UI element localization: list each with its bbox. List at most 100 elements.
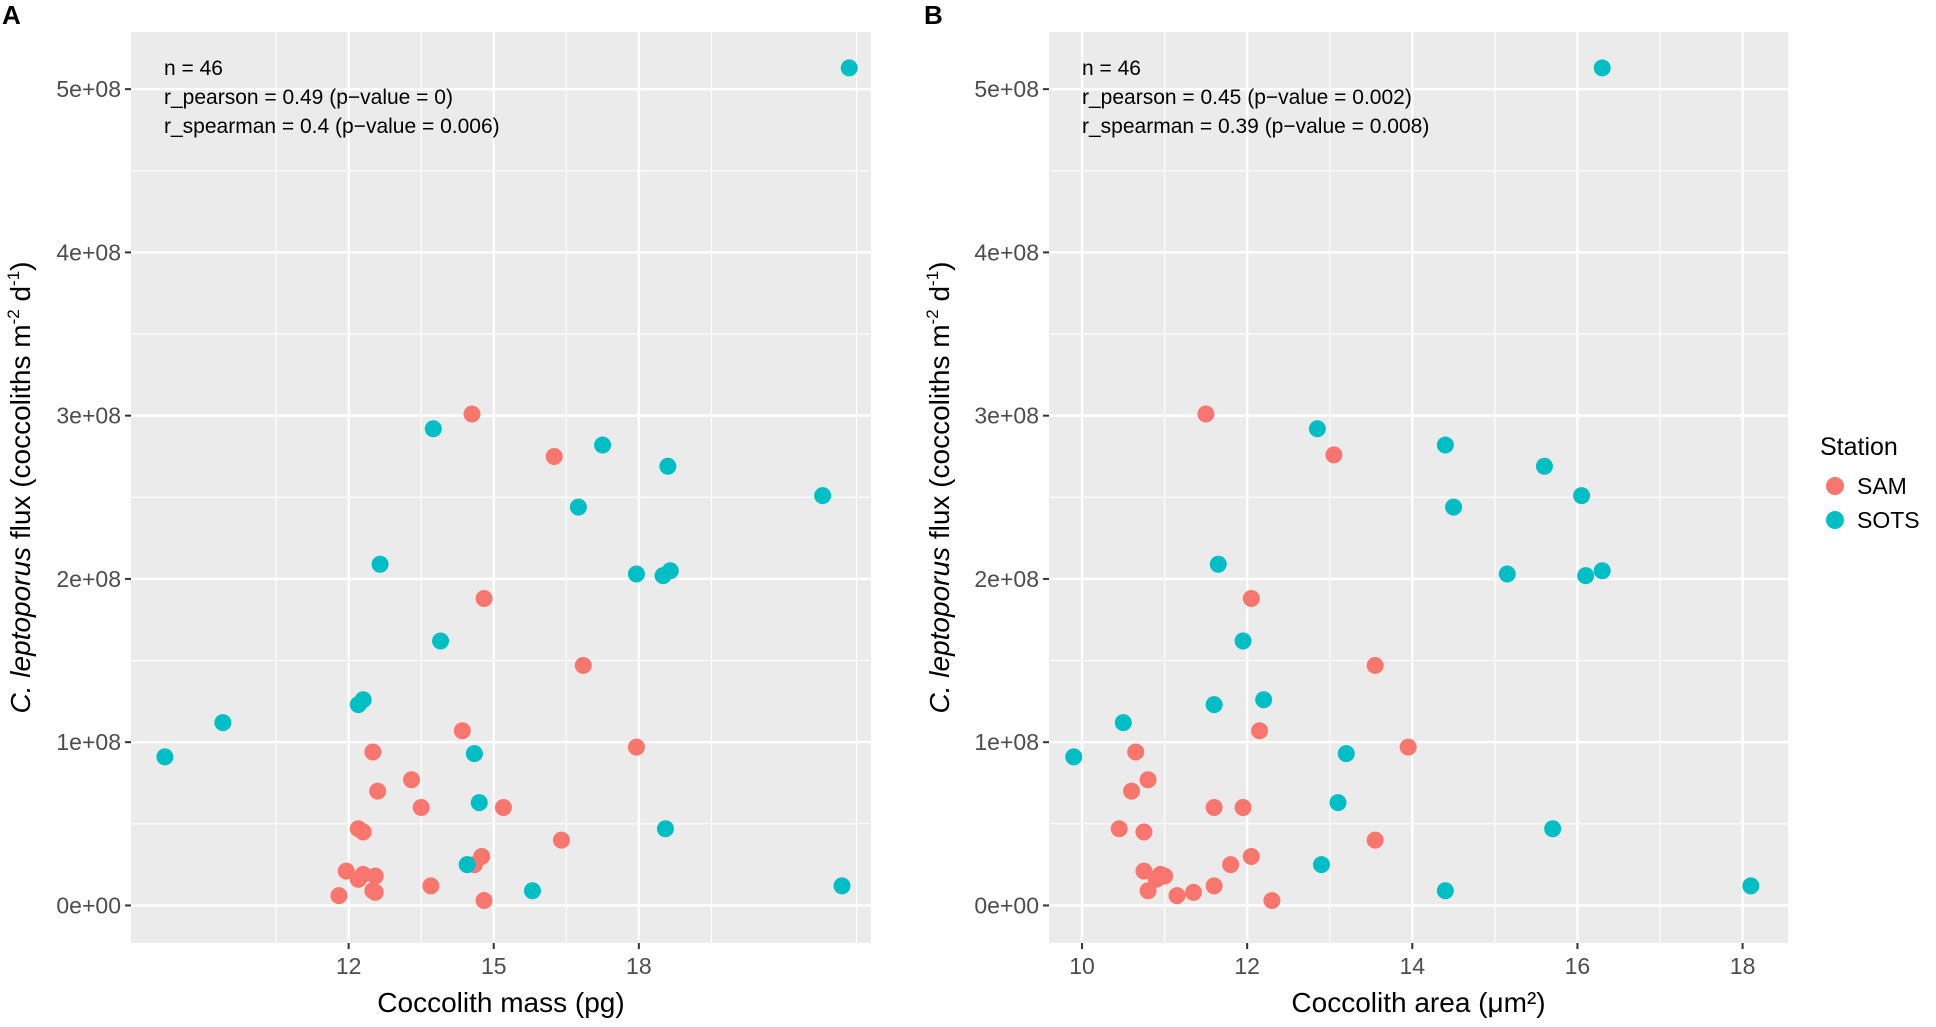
point-sam [1184, 883, 1202, 901]
point-sots [1577, 567, 1595, 585]
point-sots [1337, 745, 1355, 763]
y-tick-label: 1e+08 [974, 729, 1039, 755]
panel-a-stat-spearman: r_spearman = 0.4 (p−value = 0.006) [164, 115, 500, 138]
legend-key-sam [1826, 477, 1844, 495]
panel-a-y-title-rest: flux (coccoliths m [5, 324, 36, 547]
panel-a-stat-n: n = 46 [164, 57, 223, 80]
point-sam [364, 743, 382, 761]
panel-b-stat-pearson: r_pearson = 0.45 (p−value = 0.002) [1082, 86, 1412, 109]
point-sots [833, 877, 851, 895]
point-sots [1535, 457, 1553, 475]
point-sots [1065, 748, 1083, 766]
panel-b-y-title-species: C. leptoporus [924, 547, 955, 714]
x-tick-label: 18 [626, 953, 652, 979]
point-sam [1139, 882, 1157, 900]
point-sam [1242, 847, 1260, 865]
point-sam [1242, 590, 1260, 608]
panel-b-x-tick-labels: 10 12 14 16 18 [1069, 943, 1755, 979]
point-sots [1544, 820, 1562, 838]
point-sam [1123, 782, 1141, 800]
point-sots [424, 420, 442, 438]
point-sam [552, 831, 570, 849]
point-sots [1308, 420, 1326, 438]
point-sam [1168, 887, 1186, 905]
point-sots [1312, 856, 1330, 874]
x-tick-label: 14 [1400, 953, 1426, 979]
point-sots [569, 498, 587, 516]
x-tick-label: 16 [1565, 953, 1591, 979]
panel-a-stat-pearson: r_pearson = 0.49 (p−value = 0) [164, 86, 453, 109]
panel-b-stat-spearman: r_spearman = 0.39 (p−value = 0.008) [1082, 115, 1429, 138]
point-sots [656, 820, 674, 838]
point-sots [470, 794, 488, 812]
panel-b-y-title-end: ) [924, 262, 955, 271]
point-sam [330, 887, 348, 905]
point-sots [1255, 691, 1273, 709]
y-tick-label: 3e+08 [974, 403, 1039, 429]
point-sam [412, 798, 430, 816]
y-tick-label: 5e+08 [974, 76, 1039, 102]
point-sam [453, 722, 471, 740]
point-sam [1251, 722, 1269, 740]
point-sam [1110, 820, 1128, 838]
point-sots [654, 567, 672, 585]
y-tick-label: 4e+08 [56, 239, 121, 265]
panel-a-y-title-mid: d [5, 286, 36, 309]
point-sam [1234, 798, 1252, 816]
point-sots [1209, 555, 1227, 573]
panel-b-plot-background [1049, 32, 1788, 943]
point-sam [1366, 831, 1384, 849]
panel-a-y-tick-labels: 0e+00 1e+08 2e+08 3e+08 4e+08 5e+08 [56, 76, 131, 918]
panel-b-stats: n = 46 r_pearson = 0.45 (p−value = 0.002… [1082, 57, 1429, 138]
panel-a-x-tick-labels: 12 15 18 [336, 943, 652, 979]
point-sots [156, 748, 174, 766]
point-sam [422, 877, 440, 895]
point-sam [574, 656, 592, 674]
point-sots [371, 555, 389, 573]
point-sam [403, 771, 421, 789]
point-sots [1205, 696, 1223, 714]
point-sots [1436, 882, 1454, 900]
y-tick-label: 4e+08 [974, 239, 1039, 265]
point-sots [627, 565, 645, 583]
legend-title: Station [1820, 433, 1898, 461]
panel-a-stats: n = 46 r_pearson = 0.49 (p−value = 0) r_… [164, 57, 500, 138]
point-sots [594, 436, 612, 454]
panel-a-x-axis-title: Coccolith mass (pg) [377, 987, 624, 1018]
panel-b-y-tick-labels: 0e+00 1e+08 2e+08 3e+08 4e+08 5e+08 [974, 76, 1049, 918]
point-sots [432, 632, 450, 650]
point-sam [354, 823, 372, 841]
point-sam [1197, 405, 1215, 423]
point-sam [366, 867, 384, 885]
x-tick-label: 12 [1234, 953, 1260, 979]
x-tick-label: 10 [1069, 953, 1095, 979]
point-sam [475, 892, 493, 910]
point-sam [463, 405, 481, 423]
point-sam [1205, 877, 1223, 895]
point-sam [1263, 892, 1281, 910]
legend-label-sots: SOTS [1857, 507, 1920, 533]
point-sam [1399, 738, 1417, 756]
point-sam [1127, 743, 1145, 761]
panel-b-y-title-mid: d [924, 286, 955, 309]
point-sam [475, 590, 493, 608]
panel-a-y-title-species: C. leptoporus [5, 547, 36, 714]
point-sots [465, 745, 483, 763]
y-tick-label: 2e+08 [56, 566, 121, 592]
point-sots [659, 457, 677, 475]
panel-a-y-axis-title: C. leptoporus flux (coccoliths m-2 d-1) [4, 262, 36, 714]
point-sots [523, 882, 541, 900]
panel-b-stat-n: n = 46 [1082, 57, 1141, 80]
point-sots [1593, 59, 1611, 77]
y-tick-label: 2e+08 [974, 566, 1039, 592]
point-sots [1445, 498, 1463, 516]
panel-letter-b: B [924, 0, 943, 30]
x-tick-label: 12 [336, 953, 362, 979]
point-sots [814, 487, 832, 505]
point-sam [1205, 798, 1223, 816]
panel-a-plot-background [131, 32, 871, 943]
y-tick-label: 3e+08 [56, 403, 121, 429]
point-sam [337, 862, 355, 880]
point-sam [349, 870, 367, 888]
point-sam [366, 883, 384, 901]
